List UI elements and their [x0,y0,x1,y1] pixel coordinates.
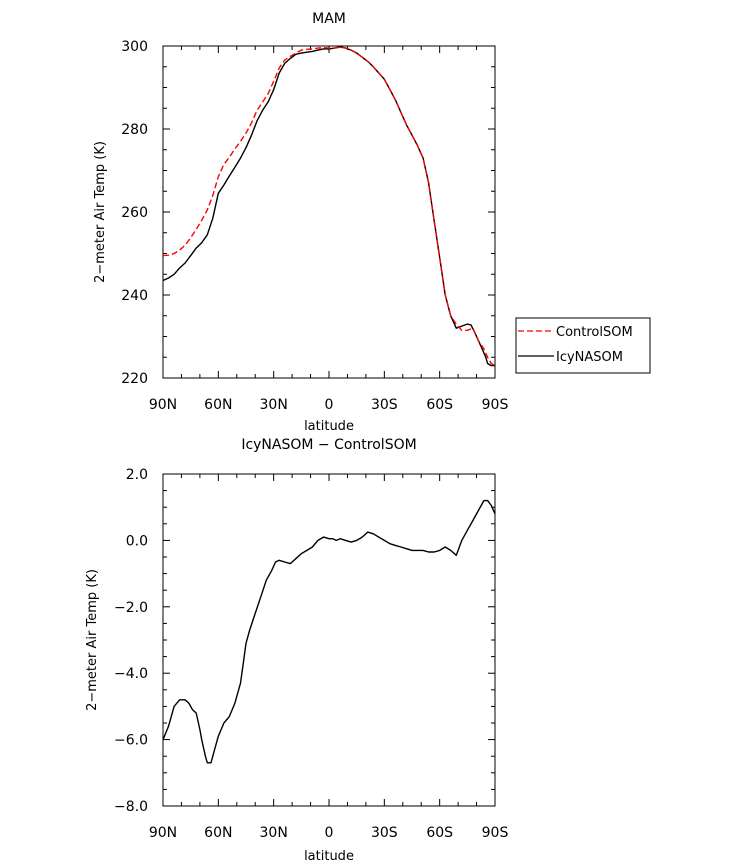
bottom-x-axis-label: latitude [304,849,354,864]
bottom-x-tick-label: 90S [482,825,509,841]
top-series-line-icynasom [162,46,495,367]
bottom-y-tick-label: 0.0 [126,533,148,549]
legend-label-icynasom: IcyNASOM [556,350,623,365]
top-series-line-controlsom [162,46,496,367]
top-x-tick-label: 90S [482,397,509,413]
top-x-ticks: 90N 60N 30N 0 30S 60S 90S [149,46,509,413]
top-series-lines [162,46,496,367]
bottom-y-tick-label: 2.0 [126,467,148,483]
bottom-y-tick-label: −2.0 [114,600,148,616]
top-title: MAM [312,11,346,27]
top-y-tick-label: 220 [121,371,148,387]
legend: ControlSOM IcyNASOM [515,317,651,374]
bottom-x-tick-label: 30S [371,825,398,841]
bottom-y-tick-label: −4.0 [114,666,148,682]
top-x-axis-label: latitude [304,419,354,434]
top-x-tick-label: 0 [325,397,334,413]
legend-box [515,317,651,374]
top-y-ticks: 220 240 260 280 300 [121,39,495,387]
bottom-panel: IcyNASOM − ControlSOM 2.0 0.0 −2.0 −4.0 −6.0… [85,437,508,864]
legend-label-controlsom: ControlSOM [556,325,633,340]
top-y-tick-label: 260 [121,205,148,221]
top-y-axis-label: 2−meter Air Temp (K) [93,141,108,283]
bottom-title: IcyNASOM − ControlSOM [241,437,416,453]
bottom-x-ticks: 90N 60N 30N 0 30S 60S 90S [149,474,509,841]
bottom-x-tick-label: 90N [149,825,177,841]
bottom-series-line-difference [162,499,496,764]
bottom-y-ticks: 2.0 0.0 −2.0 −4.0 −6.0 −8.0 [114,467,495,815]
top-y-tick-label: 300 [121,39,148,55]
top-y-tick-label: 240 [121,288,148,304]
top-x-tick-label: 90N [149,397,177,413]
top-x-tick-label: 60N [204,397,232,413]
bottom-x-tick-label: 60S [426,825,453,841]
top-x-tick-label: 30S [371,397,398,413]
bottom-x-tick-label: 0 [325,825,334,841]
bottom-y-tick-label: −8.0 [114,799,148,815]
bottom-y-axis-label: 2−meter Air Temp (K) [85,569,100,711]
bottom-x-tick-label: 60N [204,825,232,841]
bottom-y-tick-label: −6.0 [114,733,148,749]
bottom-x-tick-label: 30N [260,825,288,841]
top-y-tick-label: 280 [121,122,148,138]
top-plot-frame [162,45,496,379]
top-x-tick-label: 30N [260,397,288,413]
top-x-tick-label: 60S [426,397,453,413]
bottom-series-lines [162,499,496,764]
